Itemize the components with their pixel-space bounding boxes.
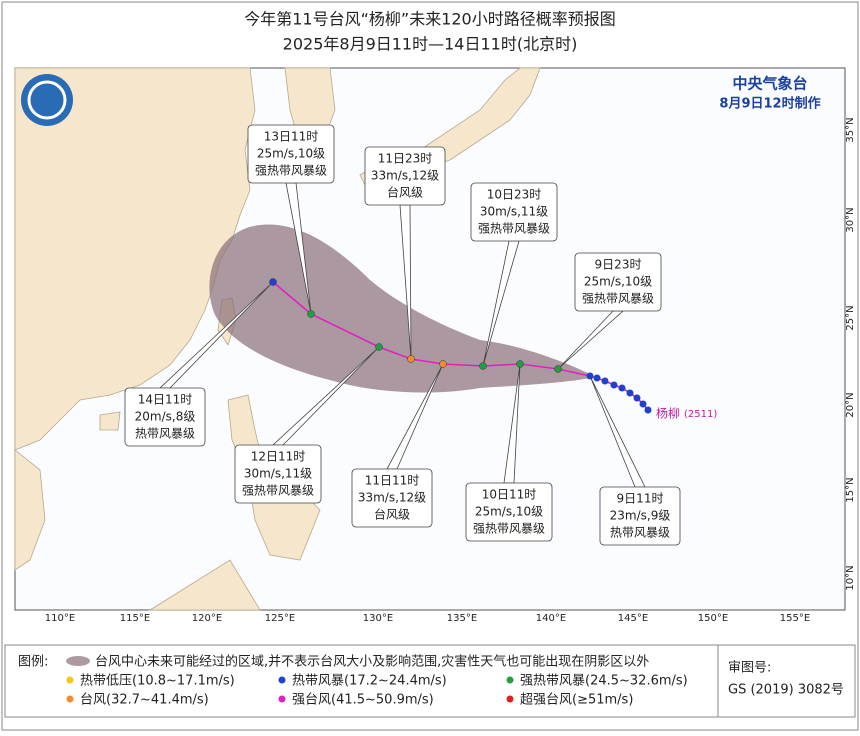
storm-name: 杨柳: [656, 406, 680, 421]
past-point: [626, 389, 634, 397]
callout-wind: 25m/s,10级: [584, 275, 652, 289]
legend-cone-swatch: [66, 656, 90, 666]
callout-box: [234, 444, 322, 504]
callout-time: 11日11时: [365, 474, 420, 488]
callout-level: 台风级: [374, 507, 410, 522]
legend: 图例: 台风中心未来可能经过的区域,并不表示台风大小及影响范围,灾害性天气也可能…: [4, 644, 856, 718]
forecast-point: [479, 362, 487, 370]
callout-wind: 20m/s,8级: [135, 410, 196, 424]
legend-dot: [66, 676, 74, 684]
logo-ring: [27, 80, 67, 120]
legend-label: 热带风暴(17.2~24.4m/s): [292, 674, 447, 689]
legend-label: 强热带风暴(24.5~32.6m/s): [520, 674, 688, 689]
callout-wind: 30m/s,11级: [480, 205, 548, 219]
past-point: [633, 394, 641, 402]
lon-label: 150°E: [698, 613, 728, 624]
callout-box: [364, 146, 446, 206]
subtitle: 2025年8月9日11时—14日11时(北京时): [283, 35, 578, 54]
storm-code: (2511): [684, 409, 717, 420]
callout-wind: 30m/s,11级: [244, 467, 312, 481]
title: 今年第11号台风“杨柳”未来120小时路径概率预报图: [244, 10, 615, 29]
past-point: [593, 374, 601, 382]
legend-dot: [278, 695, 286, 703]
legend-label: 超强台风(≥51m/s): [520, 693, 633, 708]
legend-dot: [278, 676, 286, 684]
approval-label: 审图号:: [728, 661, 771, 676]
legend-cone: 台风中心未来可能经过的区域,并不表示台风大小及影响范围,灾害性天气也可能出现在阴…: [95, 654, 649, 670]
lat-label: 30°N: [845, 207, 856, 232]
callout-level: 强热带风暴级: [582, 292, 654, 306]
callout-time: 9日11时: [617, 492, 664, 506]
legend-frame: [4, 644, 856, 718]
legend-dot: [66, 695, 74, 703]
callout-level: 强热带风暴级: [255, 164, 327, 178]
forecast-point: [407, 355, 415, 363]
callout-box: [465, 482, 553, 542]
callout-level: 强热带风暴级: [478, 222, 550, 236]
callout-level: 台风级: [387, 185, 423, 200]
legend-dot: [506, 676, 514, 684]
past-point: [610, 381, 618, 389]
callout-box: [351, 468, 433, 528]
lat-label: 25°N: [845, 305, 856, 330]
callout-time: 11日23时: [378, 152, 433, 166]
callout-time: 12日11时: [251, 450, 306, 464]
lat-label: 15°N: [845, 477, 856, 502]
legend-title: 图例:: [18, 655, 48, 670]
lon-label: 115°E: [120, 613, 150, 624]
callout-level: 热带风暴级: [135, 427, 195, 441]
callout-wind: 33m/s,12级: [358, 491, 426, 505]
lat-label: 35°N: [845, 117, 856, 142]
past-point: [618, 384, 626, 392]
lon-label: 155°E: [780, 613, 810, 624]
legend-dot: [506, 695, 514, 703]
callout-level: 热带风暴级: [610, 526, 670, 540]
lat-label: 20°N: [845, 392, 856, 417]
past-point: [601, 377, 609, 385]
callout-level: 强热带风暴级: [473, 522, 545, 536]
callout-wind: 25m/s,10级: [475, 505, 543, 519]
lon-label: 140°E: [536, 613, 566, 624]
lon-label: 130°E: [363, 613, 393, 624]
lon-label: 145°E: [618, 613, 648, 624]
forecast-point: [554, 365, 562, 373]
callout-box: [574, 252, 662, 312]
forecast-point: [516, 360, 524, 368]
past-point: [639, 400, 647, 408]
legend-label: 台风(32.7~41.4m/s): [80, 693, 209, 708]
callout-wind: 25m/s,10级: [257, 147, 325, 161]
agency-name: 中央气象台: [732, 75, 807, 93]
callout-wind: 23m/s,9级: [610, 509, 671, 523]
legend-label: 强台风(41.5~50.9m/s): [292, 693, 434, 708]
callout-time: 13日11时: [264, 130, 319, 144]
lon-label: 125°E: [265, 613, 295, 624]
past-point: [644, 406, 652, 414]
forecast-point: [307, 310, 315, 318]
callout-wind: 33m/s,12级: [371, 169, 439, 183]
callout-time: 10日23时: [487, 188, 542, 202]
callout-time: 10日11时: [482, 488, 537, 502]
forecast-point: [375, 343, 383, 351]
legend-label: 热带低压(10.8~17.1m/s): [80, 674, 235, 689]
lon-label: 135°E: [447, 613, 477, 624]
approval-number: GS (2019) 3082号: [728, 683, 844, 698]
callout-box: [124, 387, 206, 447]
forecast-point: [269, 278, 277, 286]
lon-label: 120°E: [192, 613, 222, 624]
callout-box: [247, 124, 335, 184]
lon-label: 110°E: [45, 613, 75, 624]
forecast-point: [439, 360, 447, 368]
issue-time: 8月9日12时制作: [719, 96, 820, 112]
callout-level: 强热带风暴级: [242, 484, 314, 498]
callout-box: [599, 486, 681, 546]
callout-time: 14日11时: [138, 393, 193, 407]
lat-label: 10°N: [845, 565, 856, 590]
callout-time: 9日23时: [595, 258, 642, 272]
callout-box: [470, 182, 558, 242]
